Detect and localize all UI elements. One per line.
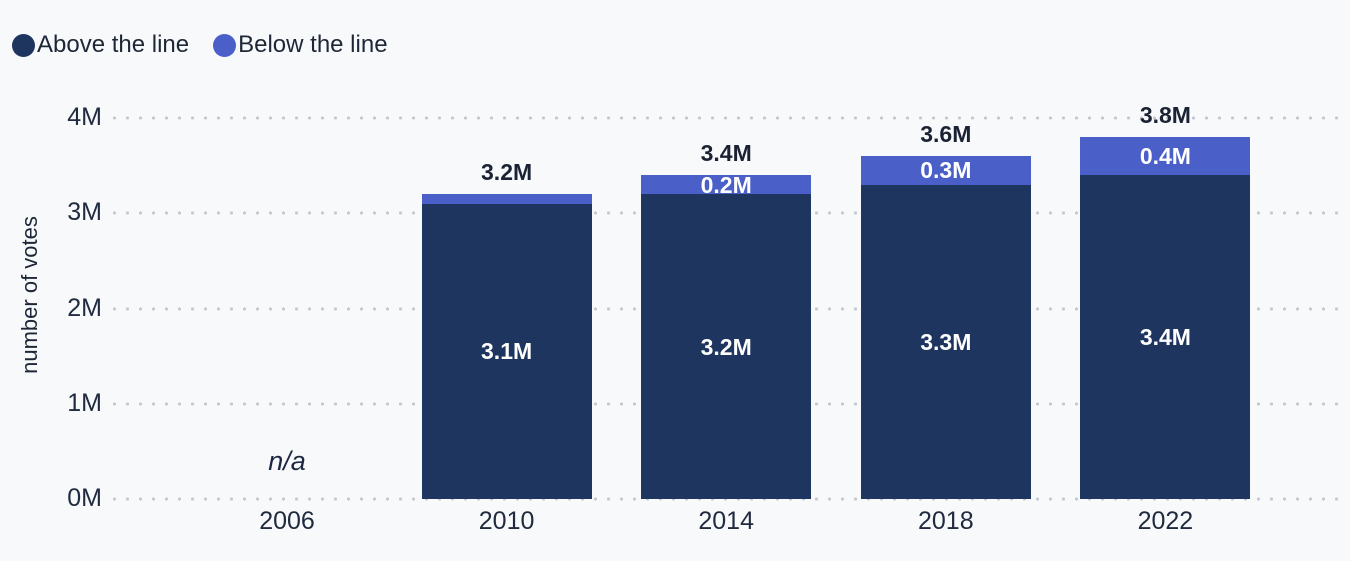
gridline-4M: [108, 116, 1346, 120]
legend-swatch-above-icon: [12, 33, 35, 57]
y-axis-tick-label-2M: 2M: [67, 293, 102, 322]
bar-total-label-2018: 3.6M: [920, 121, 972, 148]
x-axis-tick-label-2022: 2022: [1137, 507, 1194, 535]
legend-swatch-below-icon: [213, 33, 237, 57]
y-axis-tick-label-3M: 3M: [67, 198, 102, 227]
bar-segment-above-2014[interactable]: [641, 194, 812, 499]
legend-item-below-the-line[interactable]: Below the line: [213, 31, 388, 59]
x-axis-tick-label-2018: 2018: [917, 507, 974, 535]
bar-segment-above-2022[interactable]: [1080, 175, 1251, 499]
x-axis-tick-label-2010: 2010: [478, 507, 535, 535]
y-axis-tick-label-4M: 4M: [67, 103, 102, 131]
legend-label-below: Below the line: [238, 31, 388, 58]
x-axis-tick-label-2006: 2006: [259, 507, 315, 535]
bar-total-label-2010: 3.2M: [481, 159, 533, 186]
missing-data-label-2006: n/a: [268, 446, 306, 476]
bar-total-label-2014: 3.4M: [700, 140, 752, 167]
bar-segment-above-2018[interactable]: [860, 184, 1031, 499]
y-axis-tick-label-1M: 1M: [67, 388, 102, 417]
bar-total-label-2022: 3.8M: [1139, 102, 1191, 129]
bar-segment-below-2010[interactable]: [421, 194, 592, 204]
bar-segment-below-2018[interactable]: [860, 156, 1031, 185]
legend-item-above-the-line[interactable]: Above the line: [12, 31, 189, 59]
bar-segment-above-2010[interactable]: [421, 203, 592, 499]
bar-segment-below-2014[interactable]: [641, 175, 812, 195]
x-axis-tick-label-2014: 2014: [698, 507, 754, 535]
bar-segment-below-2022[interactable]: [1080, 137, 1251, 176]
chart-legend: Above the line Below the line: [12, 31, 388, 59]
y-axis-tick-label-0M: 0M: [67, 484, 102, 512]
legend-label-above: Above the line: [37, 31, 190, 58]
